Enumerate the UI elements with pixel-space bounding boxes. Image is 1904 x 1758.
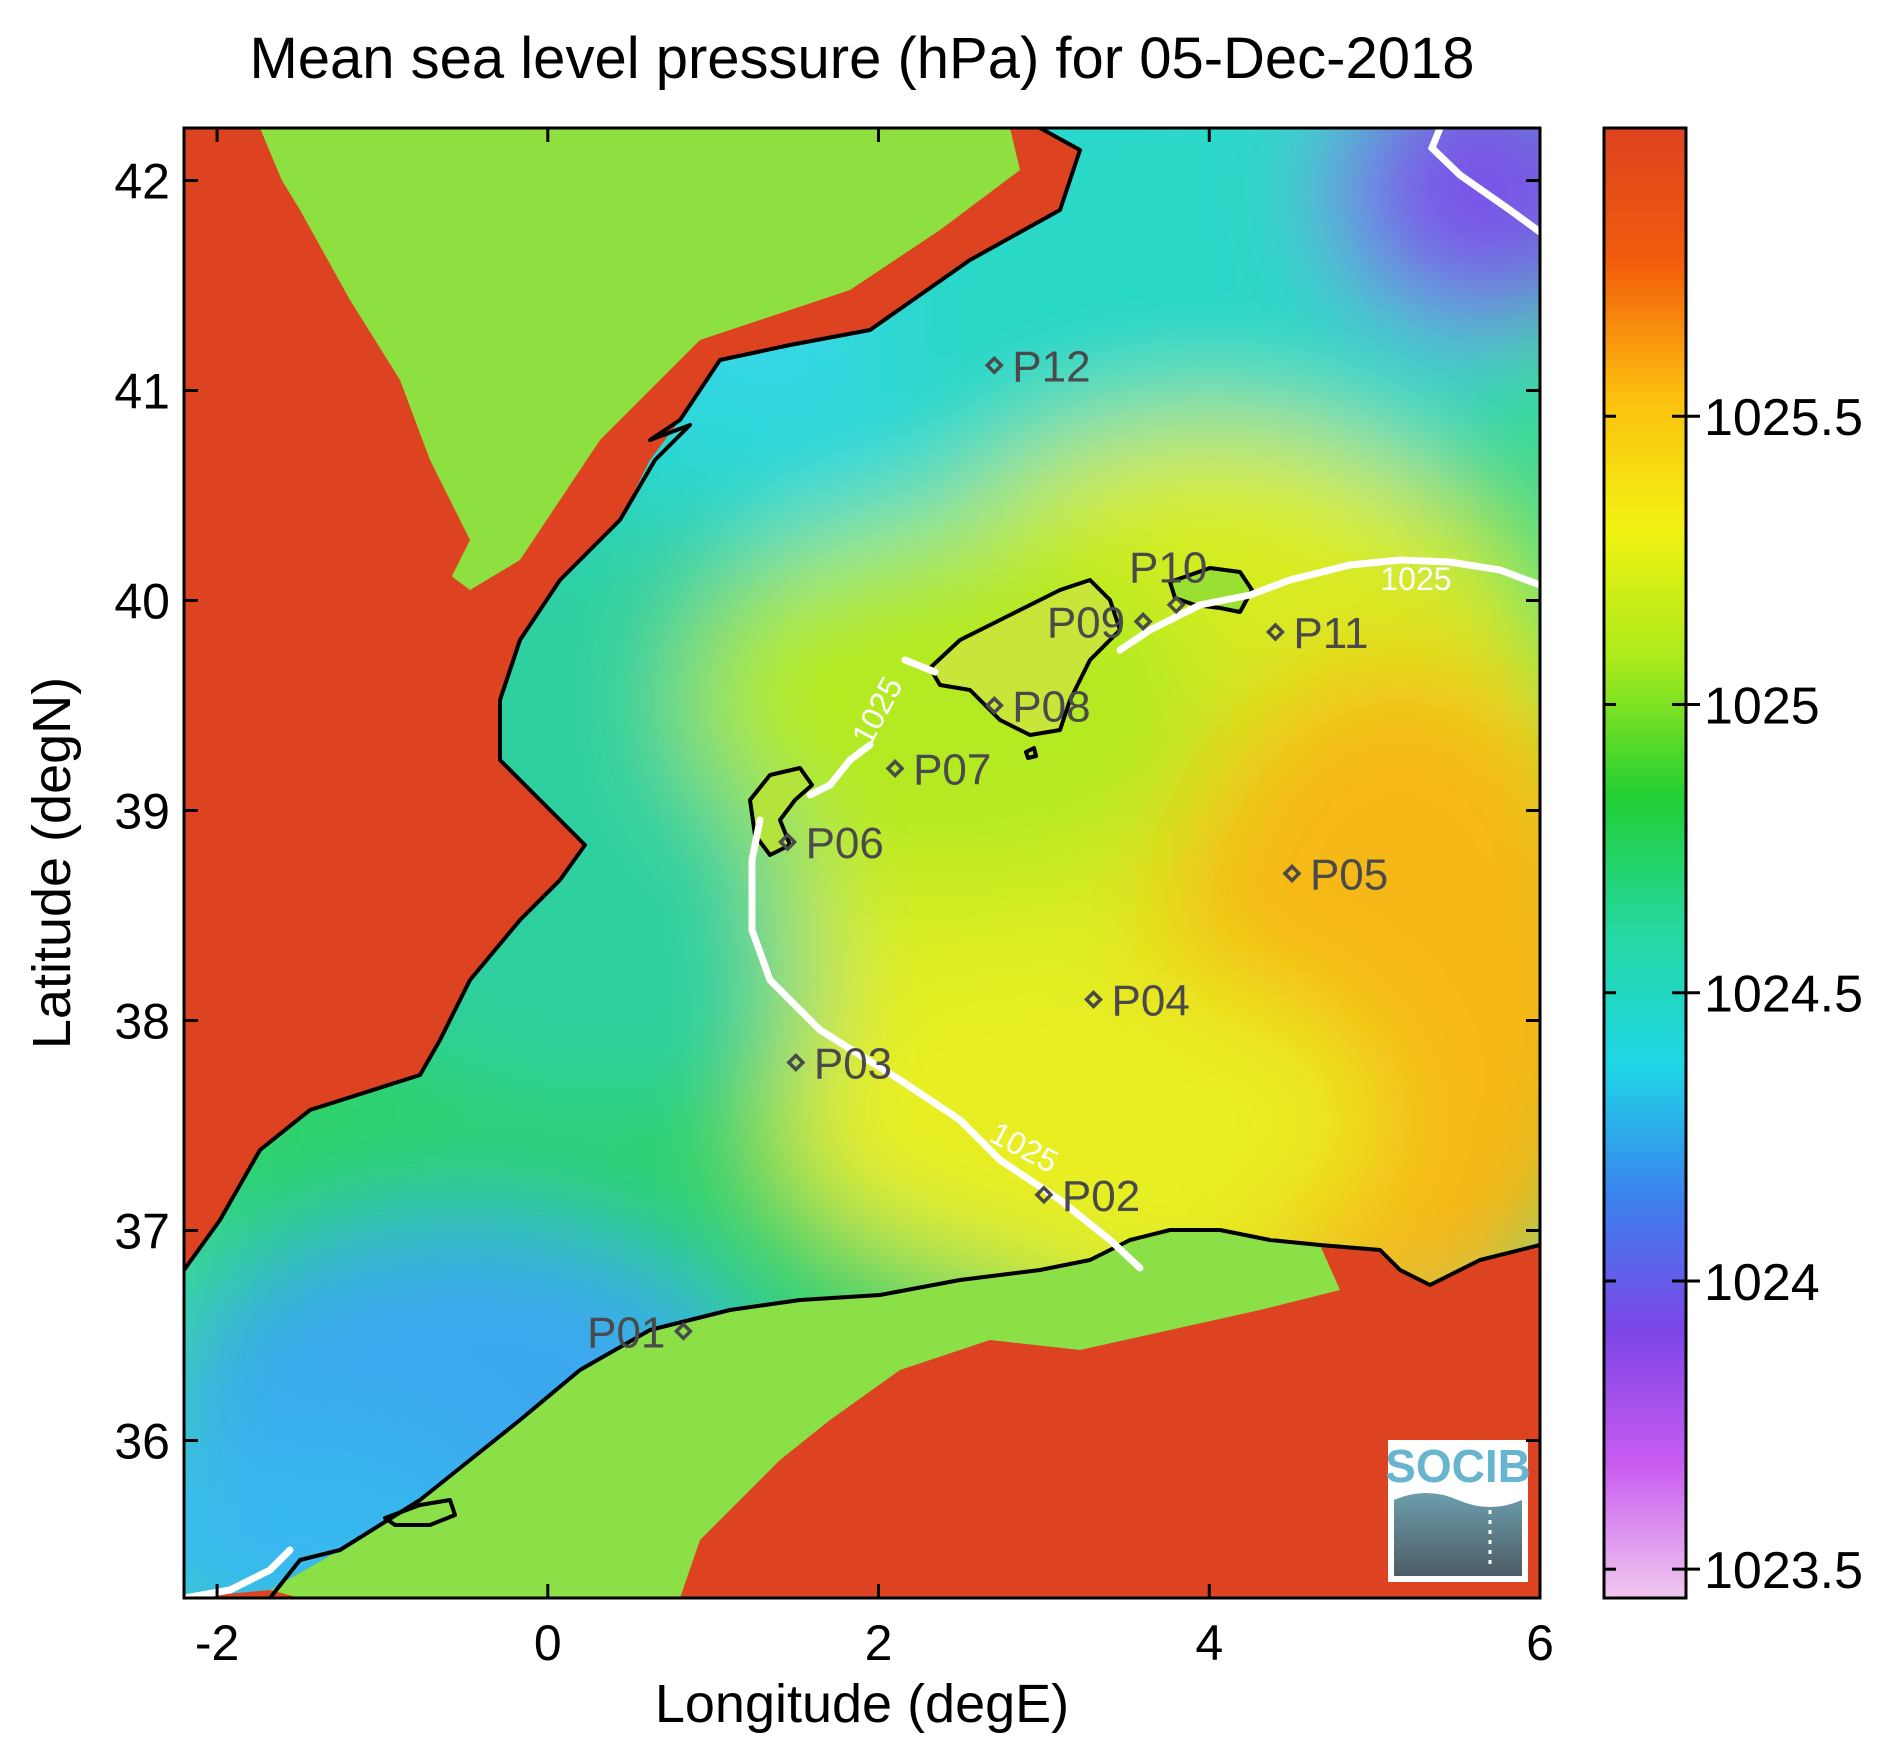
coastlines — [184, 128, 1540, 1598]
station-label: P07 — [913, 746, 991, 795]
station-marker-icon — [1282, 864, 1302, 883]
station-label: P01 — [587, 1308, 665, 1357]
chart-title: Mean sea level pressure (hPa) for 05-Dec… — [249, 26, 1474, 91]
station-p07[interactable]: P07 — [885, 746, 991, 795]
colorbar-tick-label: 1025 — [1704, 677, 1820, 735]
station-marker-icon — [1133, 612, 1153, 631]
station-label: P09 — [1047, 599, 1125, 648]
station-p05[interactable]: P05 — [1282, 851, 1388, 900]
x-tick-label: 0 — [534, 1615, 562, 1671]
y-tick-label: 41 — [114, 364, 170, 420]
station-marker-icon — [984, 696, 1004, 715]
isobar-label: 1025 — [1380, 561, 1451, 597]
coastline-alboran-island — [383, 1498, 457, 1527]
colorbar-tick-label: 1024.5 — [1704, 966, 1863, 1024]
land-iberia-plateau — [260, 128, 1020, 590]
station-marker-icon — [1265, 622, 1285, 642]
y-tick-label: 42 — [114, 154, 170, 210]
x-tick-label: 4 — [1195, 1615, 1223, 1671]
station-marker-icon — [1034, 1185, 1054, 1205]
land-ibiza — [750, 768, 812, 855]
y-axis: 36 37 38 39 40 41 42 — [114, 154, 1540, 1470]
station-label: P12 — [1012, 342, 1090, 391]
x-tick-label: 6 — [1526, 1615, 1554, 1671]
y-tick-label: 37 — [114, 1204, 170, 1260]
coastline-ibiza — [748, 766, 814, 857]
station-marker-icon — [1166, 595, 1186, 615]
isobar-1025-main — [748, 556, 1540, 1272]
y-axis-label: Latitude (degN) — [22, 677, 82, 1049]
isobar-1025-southwest — [184, 1546, 294, 1598]
coastline-menorca — [1168, 566, 1254, 614]
colorbar-gradient — [1602, 126, 1688, 1600]
y-tick-label: 38 — [114, 994, 170, 1050]
station-label: P11 — [1293, 609, 1368, 658]
x-axis-label: Longitude (degE) — [655, 1674, 1069, 1734]
station-marker-icon — [673, 1321, 693, 1341]
station-p10[interactable]: P10 — [1129, 544, 1207, 615]
coastline-mallorca — [928, 578, 1122, 737]
colorbar-tick-label: 1025.5 — [1704, 389, 1863, 447]
station-label: P03 — [814, 1040, 892, 1089]
station-label: P10 — [1129, 544, 1207, 593]
station-p06[interactable]: P06 — [778, 819, 884, 868]
station-label: P02 — [1062, 1172, 1140, 1221]
land-iberia-highlands — [184, 128, 480, 1010]
socib-logo: SOCIB — [1385, 1440, 1531, 1582]
x-tick-label: -2 — [195, 1615, 239, 1671]
x-axis: -2 0 2 4 6 — [195, 128, 1554, 1671]
isobars — [184, 128, 1540, 1598]
station-label: P04 — [1112, 977, 1190, 1026]
colorbar: 1023.5 1024 1024.5 1025 1025.5 — [1602, 126, 1863, 1600]
colorbar-ticks: 1023.5 1024 1024.5 1025 1025.5 — [1604, 389, 1863, 1600]
station-label: P05 — [1310, 851, 1388, 900]
logo-text: SOCIB — [1385, 1440, 1531, 1492]
y-tick-label: 36 — [114, 1414, 170, 1470]
station-p12[interactable]: P12 — [984, 342, 1091, 391]
station-label: P08 — [1012, 683, 1090, 732]
land-areas — [184, 128, 1540, 1598]
land-africa-coastal-band — [270, 1230, 1340, 1598]
isobar-1025-northeast — [1427, 128, 1540, 236]
station-label: P06 — [806, 819, 884, 868]
station-p11[interactable]: P11 — [1265, 609, 1368, 658]
station-marker-icon — [885, 759, 905, 778]
coastline-africa — [268, 1228, 1540, 1598]
y-tick-label: 40 — [114, 574, 170, 630]
colorbar-tick-label: 1024 — [1704, 1254, 1820, 1312]
coastline-iberia — [184, 128, 1082, 1272]
station-p09[interactable]: P09 — [1047, 599, 1153, 648]
station-p02[interactable]: P02 — [1034, 1172, 1140, 1221]
station-p04[interactable]: P04 — [1084, 977, 1190, 1026]
x-tick-label: 2 — [865, 1615, 893, 1671]
map-frame — [182, 126, 1542, 1600]
station-marker-icon — [778, 832, 798, 852]
coastline-cabrera — [1024, 746, 1038, 760]
station-marker-icon — [984, 355, 1004, 375]
station-p03[interactable]: P03 — [786, 1040, 892, 1089]
station-p08[interactable]: P08 — [984, 683, 1091, 732]
station-marker-icon — [1084, 990, 1103, 1009]
colorbar-tick-label: 1023.5 — [1704, 1542, 1863, 1600]
station-marker-icon — [786, 1053, 806, 1072]
y-tick-label: 39 — [114, 784, 170, 840]
station-p01[interactable]: P01 — [587, 1308, 693, 1357]
